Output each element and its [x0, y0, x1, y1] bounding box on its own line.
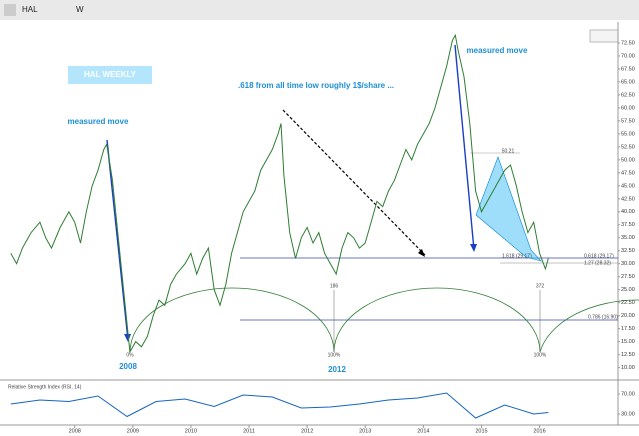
y-tick-label: 60.00 — [621, 105, 635, 111]
y-tick-label: 45.00 — [621, 183, 635, 189]
arrow — [454, 44, 475, 251]
y-tick-label: 37.50 — [621, 222, 635, 228]
menu-icon[interactable] — [4, 4, 16, 16]
y-tick-label: 55.00 — [621, 131, 635, 137]
y-tick-label: 15.00 — [621, 339, 635, 345]
x-tick-label: 2009 — [127, 428, 139, 434]
y-tick-label: 65.00 — [621, 79, 635, 85]
annotation: 0% — [126, 352, 134, 358]
y-tick-label: 70.00 — [621, 391, 635, 397]
annotation: 50.21 — [502, 148, 515, 154]
annotation: 1.27 (28.32) — [584, 260, 611, 266]
arrow-head — [470, 244, 477, 252]
toolbar — [0, 0, 639, 20]
arrow — [282, 109, 426, 256]
annotation: 372 — [536, 283, 545, 289]
annotation: HAL WEEKLY — [84, 70, 137, 79]
y-tick-label: 22.50 — [621, 300, 635, 306]
y-tick-label: 40.00 — [621, 209, 635, 215]
y-tick-label: 27.50 — [621, 274, 635, 280]
y-tick-label: 30.00 — [621, 261, 635, 267]
arrow-head — [418, 249, 425, 257]
annotation: measured move — [68, 117, 129, 126]
cycle-arcs — [129, 287, 639, 353]
y-tick-label: 62.50 — [621, 92, 635, 98]
zoom-tools[interactable] — [589, 29, 619, 43]
y-tick-label: 25.00 — [621, 287, 635, 293]
y-tick-label: 20.00 — [621, 313, 635, 319]
arrow — [106, 139, 129, 341]
y-tick-label: 17.50 — [621, 326, 635, 332]
x-tick-label: 2008 — [69, 428, 81, 434]
annotation: 0.618 (29.17) — [584, 253, 614, 259]
y-tick-label: 10.00 — [621, 365, 635, 371]
annotation: 0.786 (16.90) — [588, 314, 618, 320]
x-tick-label: 2011 — [243, 428, 255, 434]
y-tick-label: 42.50 — [621, 196, 635, 202]
y-tick-label: 35.00 — [621, 235, 635, 241]
x-tick-label: 2015 — [475, 428, 487, 434]
y-tick-label: 72.50 — [621, 40, 635, 46]
annotation: measured move — [467, 46, 528, 55]
y-tick-label: 52.50 — [621, 144, 635, 150]
y-tick-label: 32.50 — [621, 248, 635, 254]
y-tick-label: 50.00 — [621, 157, 635, 163]
annotation: 186 — [330, 283, 339, 289]
arrow-head — [124, 334, 131, 342]
y-tick-label: 47.50 — [621, 170, 635, 176]
y-tick-label: 30.00 — [621, 411, 635, 417]
x-tick-label: 2016 — [533, 428, 545, 434]
x-tick-label: 2014 — [417, 428, 429, 434]
price-line — [10, 392, 549, 419]
annotation: 1.618 (29.17) — [502, 253, 532, 259]
annotation: 2008 — [119, 362, 137, 371]
x-tick-label: 2010 — [185, 428, 197, 434]
y-tick-label: 57.50 — [621, 118, 635, 124]
label-box — [68, 66, 152, 84]
symbol[interactable]: HAL — [22, 5, 38, 14]
annotation: .618 from all time low roughly 1$/share … — [238, 81, 394, 90]
panel-title: Relative Strength Index (RSI, 14) — [8, 384, 82, 390]
price-line — [10, 33, 549, 354]
abc-pattern — [475, 156, 542, 262]
annotation: 100% — [534, 352, 547, 358]
interval[interactable]: W — [76, 5, 84, 14]
annotation: 100% — [328, 352, 341, 358]
y-tick-label: 70.00 — [621, 53, 635, 59]
y-tick-label: 12.50 — [621, 352, 635, 358]
x-tick-label: 2012 — [301, 428, 313, 434]
x-tick-label: 2013 — [359, 428, 371, 434]
annotation: 2012 — [328, 365, 346, 374]
y-tick-label: 67.50 — [621, 66, 635, 72]
